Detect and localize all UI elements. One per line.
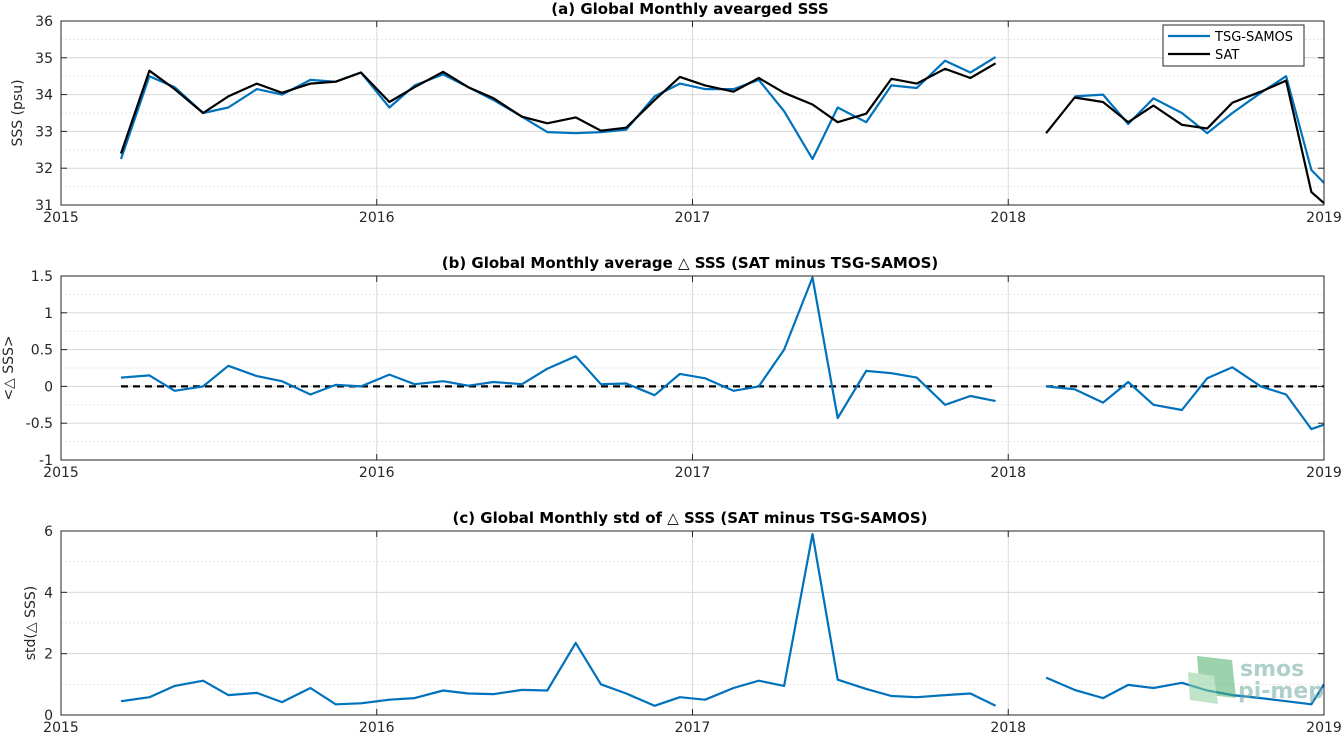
panel-c-y-tick-label: 0: [44, 708, 53, 724]
panel-a-y-tick-label: 35: [35, 51, 53, 67]
panel-c-x-tick-label: 2015: [43, 720, 79, 736]
panel-b-y-tick-label: 1: [44, 306, 53, 322]
panel-a-x-tick-label: 2019: [1306, 210, 1342, 226]
logo-text-smos: smos: [1240, 657, 1304, 682]
panel-b-x-tick-label: 2018: [990, 465, 1026, 481]
panel-b-x-tick-label: 2019: [1306, 465, 1342, 481]
panel-b-y-tick-label: 0: [44, 379, 53, 395]
legend-label-sat: SAT: [1215, 48, 1239, 63]
panel-c-x-tick-label: 2017: [675, 720, 711, 736]
panel-c-std-delta: (c) Global Monthly std of △ SSS (SAT min…: [23, 509, 1342, 736]
panel-c-x-tick-label: 2019: [1306, 720, 1342, 736]
panel-b-series: [120, 276, 1325, 431]
panel-a-ylabel: SSS (psu): [10, 79, 26, 146]
panel-c-series: [120, 533, 1325, 707]
panel-a-grid: [60, 20, 1325, 206]
panel-a-y-tick-label: 31: [35, 198, 53, 214]
panel-c-y-tick-label: 6: [44, 524, 53, 540]
panel-a-x-tick-label: 2017: [675, 210, 711, 226]
legend-box: [1162, 24, 1305, 67]
panel-b-series-line-delta-sss: [120, 276, 1325, 431]
panel-a-x-tick-label: 2018: [990, 210, 1026, 226]
panel-a-y-tick-label: 32: [35, 161, 53, 177]
panel-c-ylabel: std(△ SSS): [23, 586, 39, 660]
panel-b-x-tick-label: 2017: [675, 465, 711, 481]
panel-b-y-tick-label: 0.5: [31, 343, 53, 359]
panel-a-ticks: 2015 2016 2017 2018 2019 31 32 33 34 35 36: [35, 14, 1342, 226]
panel-a-y-tick-label: 33: [35, 124, 53, 140]
panel-b-y-tick-label: -0.5: [26, 416, 53, 432]
panel-b-ticks: 2015 2016 2017 2018 2019 -1 -0.5 0 0.5 1 1.5: [26, 269, 1342, 481]
panel-b-x-tick-label: 2016: [359, 465, 395, 481]
panel-a-title: (a) Global Monthly avearged SSS: [551, 0, 828, 18]
panel-c-x-tick-label: 2018: [990, 720, 1026, 736]
panel-c-y-tick-label: 2: [44, 647, 53, 663]
panel-b-grid: [60, 275, 1325, 461]
panel-c-y-tick-label: 4: [44, 585, 53, 601]
panel-b-mean-delta: (b) Global Monthly average △ SSS (SAT mi…: [1, 254, 1342, 481]
panel-b-y-tick-label: 1.5: [31, 269, 53, 285]
panel-a-y-tick-label: 36: [35, 14, 53, 30]
smos-pi-mep-logo: smos pi-mep: [1188, 656, 1324, 704]
panel-c-series-line-delta-sss: [120, 533, 1325, 707]
legend: TSG-SAMOS SAT: [1162, 24, 1305, 67]
panel-b-title: (b) Global Monthly average △ SSS (SAT mi…: [442, 254, 938, 272]
panel-b-y-tick-label: -1: [39, 453, 53, 469]
panel-a-x-tick-label: 2015: [43, 210, 79, 226]
panel-b-ylabel: <△ SSS>: [1, 335, 17, 400]
logo-text-pimep: pi-mep: [1238, 679, 1324, 704]
panel-a-x-tick-label: 2016: [359, 210, 395, 226]
panel-c-title: (c) Global Monthly std of △ SSS (SAT min…: [452, 509, 927, 527]
logo-mark-front: [1188, 672, 1218, 704]
panel-b-x-tick-label: 2015: [43, 465, 79, 481]
panel-a-sss: (a) Global Monthly avearged SSS 2015 2016…: [10, 0, 1342, 226]
panel-a-series-line-sat: [119, 62, 1325, 205]
panel-c-x-tick-label: 2016: [359, 720, 395, 736]
panel-a-y-tick-label: 34: [35, 88, 53, 104]
panel-a-series: [119, 56, 1325, 205]
panel-c-ticks: 2015 2016 2017 2018 2019 0 2 4 6: [43, 524, 1342, 736]
panel-c-grid: [60, 530, 1325, 716]
legend-label-tsg: TSG-SAMOS: [1214, 30, 1293, 45]
